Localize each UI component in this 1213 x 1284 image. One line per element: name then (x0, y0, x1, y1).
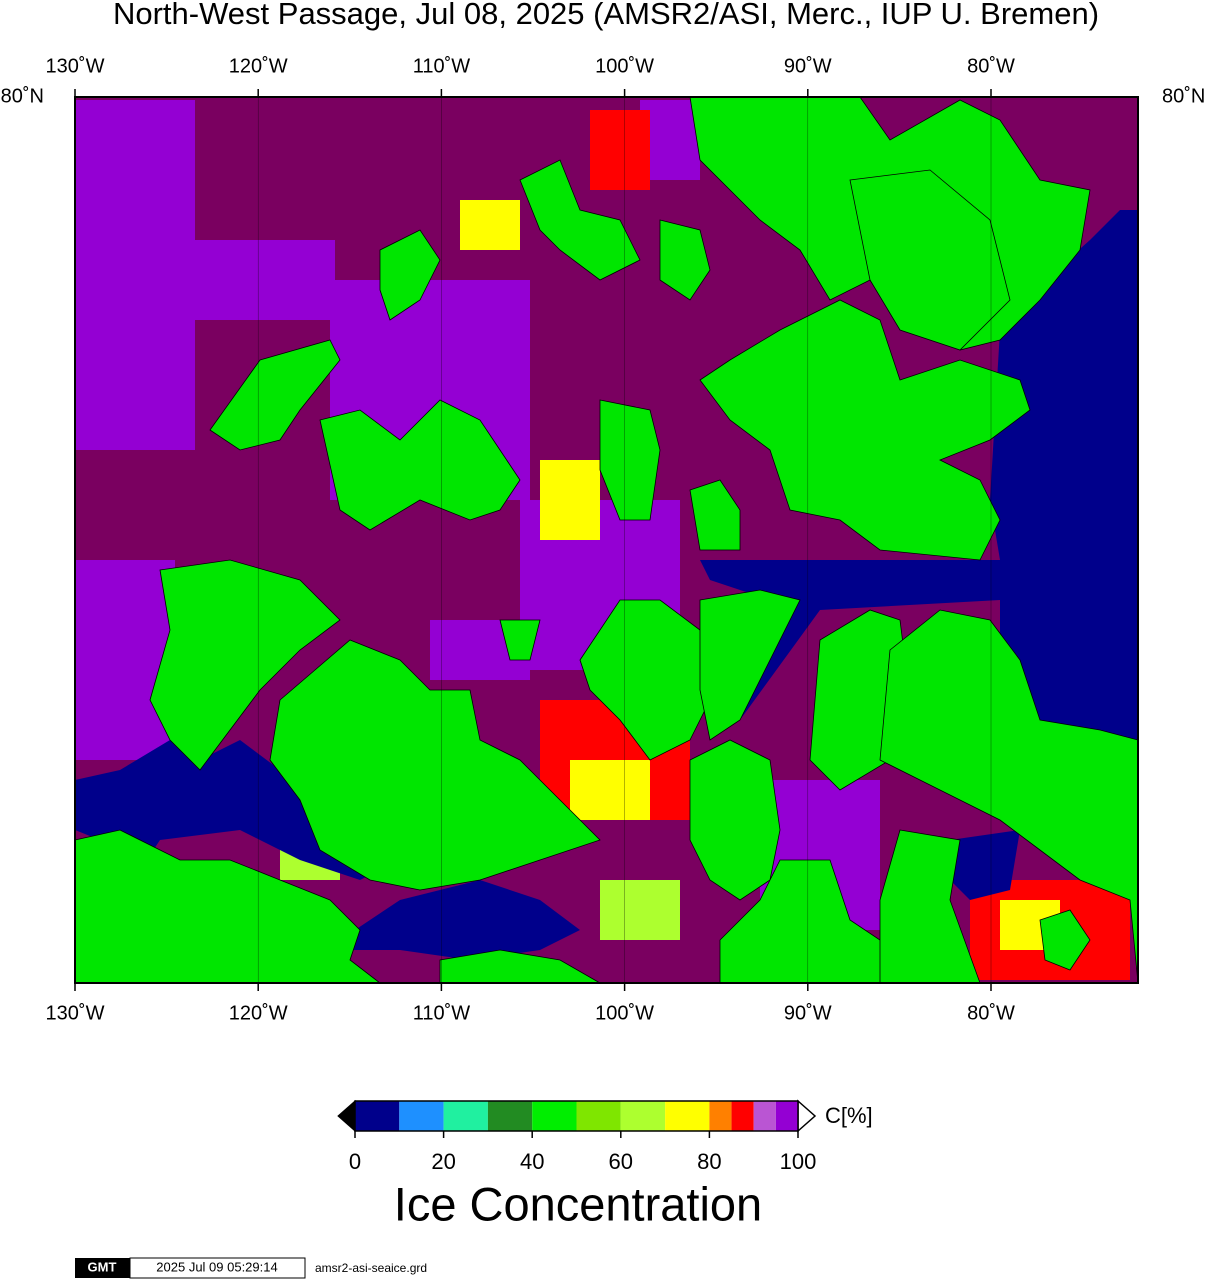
lon-label: 120˚W (229, 55, 288, 77)
lat-label: 80˚N (1162, 85, 1205, 107)
colorbar-tick-label: 40 (520, 1149, 544, 1174)
colorbar-segment (443, 1101, 488, 1131)
lon-label: 110˚W (413, 1002, 471, 1024)
colorbar-segment (775, 1101, 798, 1131)
timestamp-box (129, 1257, 306, 1279)
lon-label: 100˚W (595, 1002, 654, 1024)
colorbar-segment (753, 1101, 776, 1131)
logo: GMT (88, 1259, 117, 1274)
logo-box (75, 1258, 130, 1278)
colorbar-segment (620, 1101, 666, 1131)
colorbar-tick-label: 60 (609, 1149, 633, 1174)
lon-label: 90˚W (784, 55, 832, 77)
colorbar-segment (532, 1101, 577, 1131)
colorbar: C[%] Ice Concentration 0 20 40 60 80 100 (337, 1099, 873, 1230)
colorbar-segment (709, 1101, 732, 1131)
lat-label: 80˚N (1, 85, 44, 107)
lon-label: 130˚W (46, 55, 105, 77)
colorbar-tick-label: 20 (431, 1149, 455, 1174)
colorbar-low-arrow (337, 1099, 356, 1133)
map-title: North-West Passage, Jul 08, 2025 (AMSR2/… (113, 0, 1099, 31)
file-name: amsr2-asi-seaice.grd (315, 1261, 427, 1275)
colorbar-segment (399, 1101, 444, 1131)
lon-label: 120˚W (229, 1002, 288, 1024)
lon-label: 130˚W (46, 1002, 105, 1024)
colorbar-segment (487, 1101, 533, 1131)
colorbar-frame (354, 1100, 799, 1132)
lon-label: 80˚W (967, 55, 1015, 77)
lon-label: 80˚W (967, 1002, 1015, 1024)
colorbar-tick-label: 100 (780, 1149, 817, 1174)
footer: GMT 2025 Jul 09 05:29:14 amsr2-asi-seaic… (75, 1257, 427, 1279)
land (74, 96, 1139, 984)
high-concentration-patches (280, 110, 1130, 980)
colorbar-high-arrow (797, 1099, 817, 1133)
colorbar-segment (665, 1101, 710, 1131)
lon-label: 90˚W (784, 1002, 832, 1024)
lon-label: 100˚W (595, 55, 654, 77)
colorbar-segment (576, 1101, 621, 1131)
colorbar-segment (731, 1101, 754, 1131)
colorbar-tick-label: 0 (349, 1149, 361, 1174)
map: 80˚N 80˚N 130˚W 120˚W 110˚W 100˚W 90˚W 80˚W 13… (1, 55, 1206, 1024)
timestamp: 2025 Jul 09 05:29:14 (156, 1259, 277, 1274)
colorbar-title: Ice Concentration (394, 1177, 762, 1230)
map-frame (74, 96, 1139, 984)
lon-label: 110˚W (413, 55, 471, 77)
colorbar-segment (355, 1101, 400, 1131)
colorbar-tick-label: 80 (697, 1149, 721, 1174)
colorbar-unit: C[%] (825, 1103, 873, 1128)
